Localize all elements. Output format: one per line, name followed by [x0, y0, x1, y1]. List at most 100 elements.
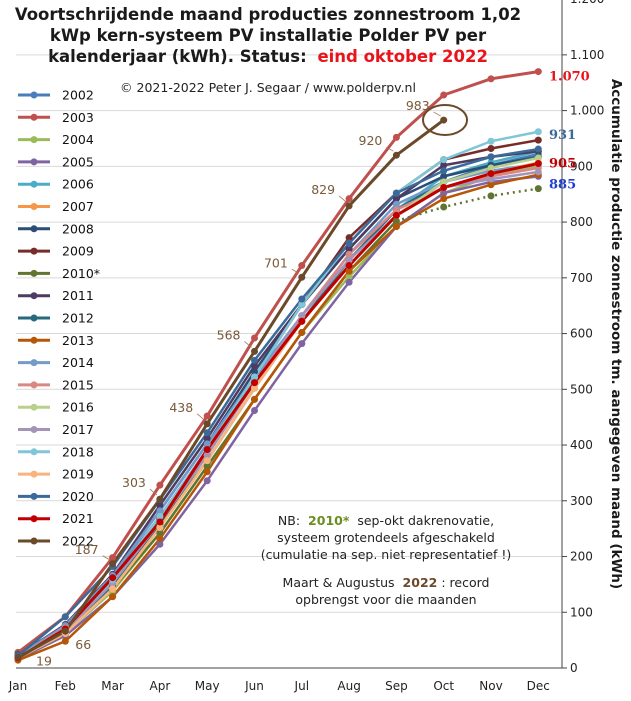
note-line-4-suffix: : record — [441, 575, 489, 590]
legend-label: 2008 — [62, 221, 94, 236]
marker-2013 — [203, 468, 211, 476]
marker-2018 — [156, 512, 164, 520]
y-tick-label: 1.100 — [570, 48, 604, 62]
x-tick-label: Jan — [8, 679, 28, 693]
y-tick-label: 100 — [570, 605, 593, 619]
legend-label: 2003 — [62, 110, 94, 125]
marker-2010 — [156, 529, 164, 537]
legend-swatch-marker — [30, 225, 38, 233]
x-tick-label: Aug — [337, 679, 360, 693]
marker-2022 — [440, 116, 448, 124]
marker-2008 — [440, 172, 448, 180]
marker-2005 — [156, 540, 164, 548]
marker-2021 — [298, 317, 306, 325]
y-tick-label: 1.200 — [570, 0, 604, 6]
marker-2005 — [298, 340, 306, 348]
x-tick-label: Jul — [294, 679, 309, 693]
legend-swatch-marker — [30, 180, 38, 188]
series-markers — [14, 68, 542, 664]
marker-2022 — [109, 560, 117, 568]
marker-2013 — [109, 593, 117, 601]
legend-swatch-marker — [30, 492, 38, 500]
marker-2011 — [156, 501, 164, 509]
marker-2004 — [345, 273, 353, 281]
point-label-2022: 983 — [406, 98, 430, 113]
marker-2018 — [440, 156, 448, 164]
marker-2020 — [203, 429, 211, 437]
title-line-3: kalenderjaar (kWh). Status: eind oktober… — [48, 47, 488, 66]
marker-2019 — [203, 457, 211, 465]
legend-swatch-marker — [30, 381, 38, 389]
marker-2017 — [298, 312, 306, 320]
x-tick-labels: Jan Feb Mar Apr May Jun Jul Aug Sep Oct Nov Dec — [8, 679, 550, 693]
marker-2018 — [251, 373, 258, 381]
marker-2003 — [251, 334, 258, 342]
end-label: 905 — [549, 157, 576, 172]
marker-2010 — [392, 217, 400, 225]
legend-swatch-marker — [30, 470, 38, 478]
legend-swatch-marker — [30, 403, 38, 411]
marker-2022 — [298, 273, 306, 281]
marker-2013 — [392, 223, 400, 231]
legend-swatch-marker — [30, 269, 38, 277]
point-label-2022: 19 — [36, 653, 52, 668]
point-label-2022: 701 — [264, 255, 288, 270]
marker-2003 — [109, 554, 117, 562]
end-value-labels: 1.070 931 905 885 — [549, 70, 590, 193]
marker-2009 — [534, 136, 542, 144]
marker-2003 — [440, 91, 448, 99]
point-label-leader — [386, 146, 394, 152]
note-line-2: systeem grotendeels afgeschakeld — [277, 530, 495, 545]
x-tick-label: Mar — [101, 679, 124, 693]
marker-2022 — [14, 653, 22, 661]
marker-2003 — [392, 133, 400, 141]
marker-2003 — [156, 481, 164, 489]
copyright: © 2021-2022 Peter J. Segaar / www.polder… — [120, 80, 416, 95]
marker-2022 — [251, 347, 258, 355]
marker-2021 — [156, 518, 164, 526]
marker-2017 — [487, 175, 495, 183]
marker-2010 — [487, 192, 495, 200]
legend-swatch-marker — [30, 426, 38, 433]
marker-2021 — [251, 379, 258, 387]
marker-2013 — [487, 181, 495, 189]
chart-note: NB: 2010* sep-okt dakrenovatie, systeem … — [261, 513, 512, 607]
note-line-3: (cumulatie na sep. niet representatief !… — [261, 547, 512, 562]
x-tick-label: Sep — [385, 679, 408, 693]
marker-2022 — [156, 495, 164, 503]
marker-2014 — [203, 440, 211, 448]
note-line-4: Maart & Augustus 2022 : record — [283, 575, 490, 590]
legend-swatch-marker — [30, 515, 38, 523]
legend-label: 2012 — [62, 311, 94, 326]
x-tick-label: May — [195, 679, 220, 693]
x-tick-label: Apr — [150, 679, 171, 693]
legend-label: 2017 — [62, 422, 94, 437]
marker-2021 — [392, 211, 400, 219]
legend-swatch-marker — [30, 113, 38, 121]
marker-2018 — [534, 128, 542, 136]
legend: 2002 2003 2004 2005 2006 2007 2008 2009 2010* 201… — [18, 88, 100, 549]
x-tick-label: Nov — [479, 679, 502, 693]
marker-2011 — [345, 245, 353, 253]
marker-2015 — [392, 206, 400, 214]
marker-2003 — [345, 195, 353, 203]
legend-label: 2005 — [62, 154, 94, 169]
marker-2018 — [298, 301, 306, 309]
legend-label: 2004 — [62, 132, 94, 147]
marker-2010 — [440, 203, 448, 211]
gridlines — [16, 54, 567, 669]
legend-label: 2006 — [62, 177, 94, 192]
marker-2016 — [440, 178, 448, 186]
point-label-leader — [291, 268, 299, 274]
marker-2020 — [534, 145, 542, 153]
marker-2019 — [109, 585, 117, 593]
legend-label: 2014 — [62, 355, 94, 370]
point-label-2022: 568 — [217, 327, 241, 342]
note-line-1: NB: 2010* sep-okt dakrenovatie, — [278, 513, 494, 528]
note-line-1-prefix: NB: — [278, 513, 300, 528]
y-tick-label: 700 — [570, 271, 593, 285]
marker-2013 — [440, 195, 448, 203]
marker-2022 — [61, 627, 69, 635]
title-line-1: Voortschrijdende maand producties zonnes… — [15, 5, 521, 24]
marker-2020 — [440, 167, 448, 175]
